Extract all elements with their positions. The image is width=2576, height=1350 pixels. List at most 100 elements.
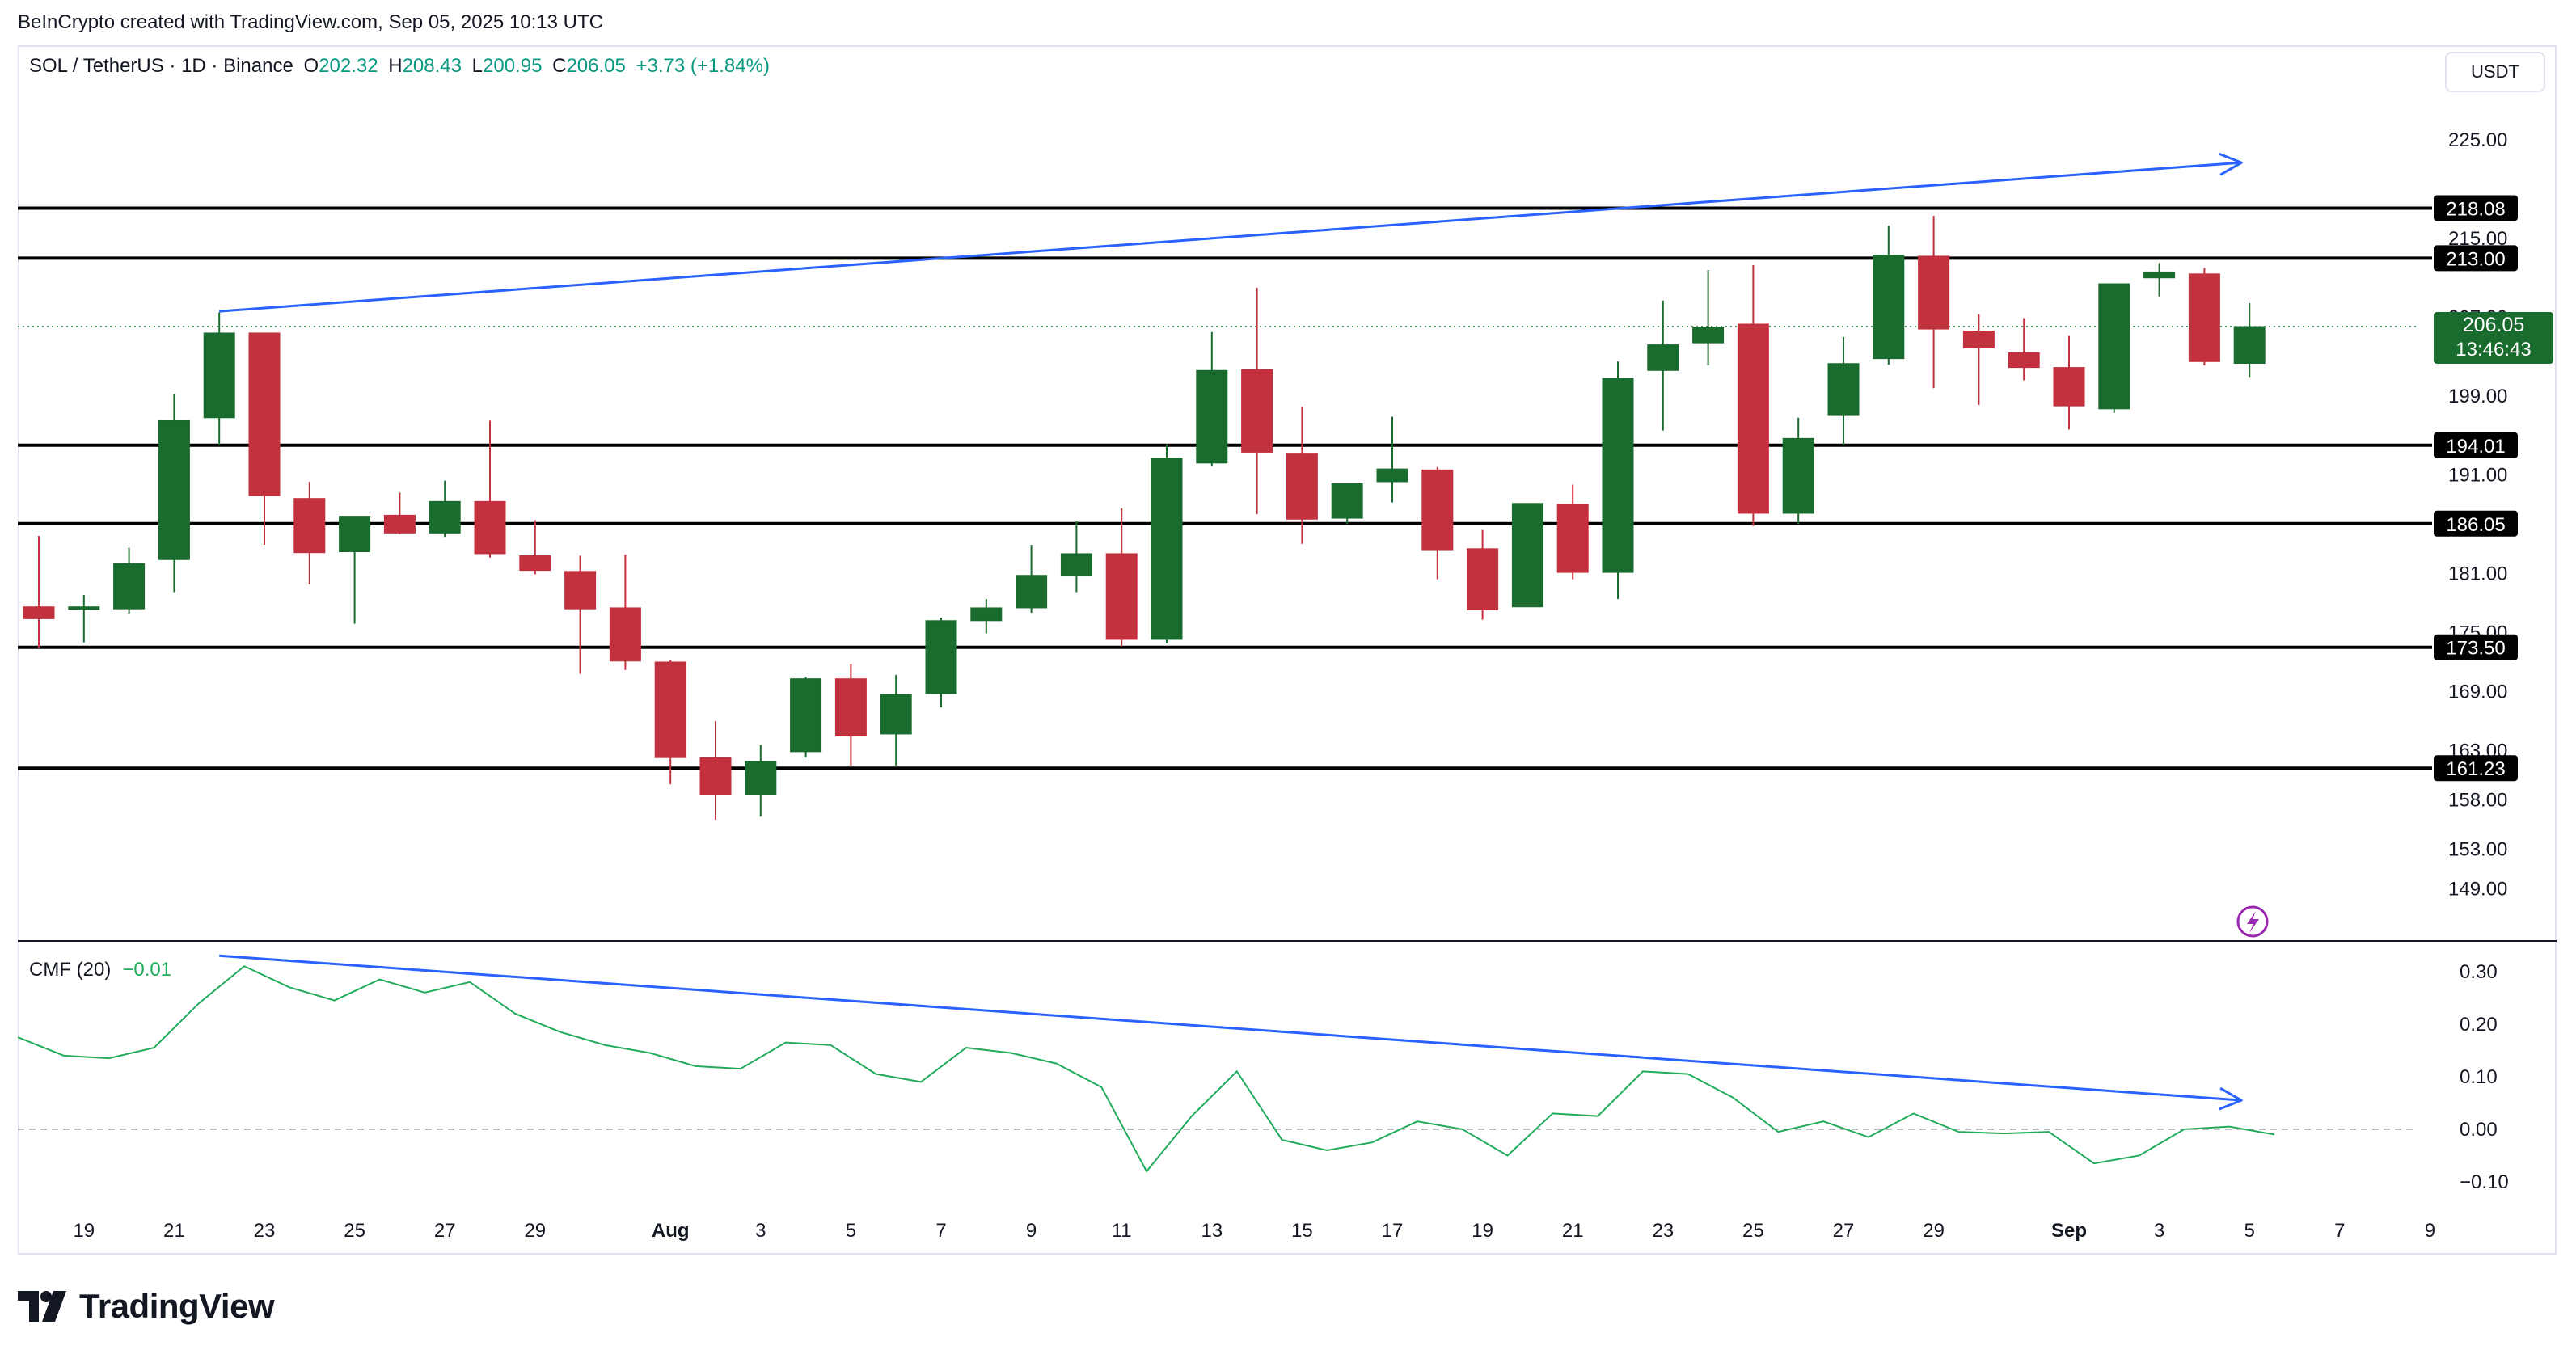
candle-body <box>1286 453 1318 520</box>
candle-body <box>1196 369 1228 464</box>
price-trendline[interactable] <box>219 161 2242 313</box>
candle-bearish[interactable] <box>474 420 506 558</box>
candle-bearish[interactable] <box>2053 335 2085 430</box>
cmf-line[interactable] <box>17 965 2275 1173</box>
x-axis-tick: 9 <box>2425 1220 2435 1242</box>
candle-bearish[interactable] <box>1241 287 1273 515</box>
candle-bullish[interactable] <box>1692 269 1725 366</box>
candle-bullish[interactable] <box>68 595 100 643</box>
candle-bullish[interactable] <box>1647 300 1679 431</box>
cmf-trendline-arrowhead <box>2218 1086 2243 1111</box>
candle-body <box>248 332 281 496</box>
symbol-legend: SOL / TetherUS · 1D · Binance O202.32 H2… <box>29 55 775 78</box>
x-axis-tick: 19 <box>1472 1220 1493 1242</box>
candle-bullish[interactable] <box>1782 417 1814 525</box>
candle-body <box>1105 553 1138 640</box>
candle-bearish[interactable] <box>834 664 867 766</box>
candle-bearish[interactable] <box>1286 407 1318 544</box>
lightning-icon[interactable] <box>2236 905 2269 938</box>
candle-bullish[interactable] <box>790 677 822 758</box>
candle-bearish[interactable] <box>2188 268 2220 366</box>
x-axis-tick: 3 <box>2154 1220 2164 1242</box>
candle-bearish[interactable] <box>293 481 326 584</box>
candle-bullish[interactable] <box>203 312 235 445</box>
candle-body <box>880 694 912 735</box>
candle-body <box>1060 553 1092 576</box>
close-label: C <box>552 55 567 77</box>
candle-body <box>1962 331 1995 348</box>
candle-bullish[interactable] <box>1873 226 1905 365</box>
candle-bullish[interactable] <box>2233 303 2266 378</box>
candle-body <box>519 555 551 572</box>
candle-bullish[interactable] <box>1331 483 1363 525</box>
candle-body <box>429 500 461 534</box>
candle-bearish[interactable] <box>383 492 416 534</box>
alert-icon-group[interactable] <box>2236 905 2269 938</box>
x-axis-tick: 19 <box>73 1220 95 1242</box>
candle-bullish[interactable] <box>2143 263 2176 297</box>
cmf-title[interactable]: CMF (20) <box>29 959 112 981</box>
candle-body <box>1873 255 1905 360</box>
candle-body <box>609 607 641 662</box>
candle-bullish[interactable] <box>1511 503 1543 608</box>
candle-bullish[interactable] <box>1016 544 1048 614</box>
candle-bearish[interactable] <box>1962 314 1995 405</box>
chart-frame <box>18 45 2557 1255</box>
candle-bearish[interactable] <box>564 555 597 674</box>
candle-bearish[interactable] <box>1421 466 1454 580</box>
candle-bullish[interactable] <box>1151 444 1183 643</box>
x-axis-tick: 23 <box>254 1220 276 1242</box>
candle-bearish[interactable] <box>2008 318 2040 381</box>
candle-bullish[interactable] <box>970 598 1003 634</box>
candle-bullish[interactable] <box>925 618 957 708</box>
level-badge-label: 186.05 <box>2446 514 2505 536</box>
countdown-label: 13:46:43 <box>2456 339 2531 361</box>
candle-bullish[interactable] <box>1376 416 1408 503</box>
candle-bearish[interactable] <box>1918 215 1950 389</box>
candle-body <box>745 761 777 795</box>
candle-bullish[interactable] <box>1060 521 1092 593</box>
candle-bullish[interactable] <box>2098 283 2130 413</box>
cmf-trendline[interactable] <box>219 954 2242 1102</box>
candle-bullish[interactable] <box>1827 336 1860 445</box>
candle-bullish[interactable] <box>1602 361 1634 599</box>
candle-bearish[interactable] <box>23 535 55 648</box>
candle-bearish[interactable] <box>1556 484 1589 580</box>
candle-bearish[interactable] <box>1737 264 1769 526</box>
candle-bullish[interactable] <box>429 480 461 538</box>
price-axis-tick: 181.00 <box>2448 563 2507 584</box>
level-badge-label: 213.00 <box>2446 248 2505 270</box>
candle-body <box>2233 326 2266 364</box>
tradingview-logo[interactable]: TradingView <box>18 1282 275 1331</box>
candle-bullish[interactable] <box>880 674 912 766</box>
candle-body <box>2098 283 2130 410</box>
candle-bullish[interactable] <box>1196 331 1228 466</box>
attribution-text: BeInCrypto created with TradingView.com,… <box>18 11 603 33</box>
candle-bullish[interactable] <box>113 547 146 614</box>
price-axis-tick: 149.00 <box>2448 878 2507 900</box>
cmf-value: −0.01 <box>122 959 172 981</box>
candle-bearish[interactable] <box>1467 529 1499 620</box>
candle-bearish[interactable] <box>654 660 686 785</box>
symbol-title[interactable]: SOL / TetherUS · 1D · Binance <box>29 55 293 77</box>
level-badge <box>2434 245 2518 272</box>
candle-bullish[interactable] <box>158 394 190 593</box>
candle-body <box>1421 469 1454 551</box>
x-axis-tick: 23 <box>1652 1220 1674 1242</box>
currency-button[interactable]: USDT <box>2445 52 2545 92</box>
chart-canvas[interactable]: 225.00215.00207.00199.00191.00181.00175.… <box>0 0 2576 1255</box>
candle-body <box>1782 437 1814 514</box>
candle-body <box>1827 363 1860 416</box>
x-axis-tick: Sep <box>2051 1220 2087 1242</box>
candle-bearish[interactable] <box>1105 508 1138 647</box>
x-axis-tick: 29 <box>524 1220 546 1242</box>
candle-bearish[interactable] <box>519 520 551 575</box>
candle-bearish[interactable] <box>248 332 281 545</box>
candle-body <box>2053 367 2085 407</box>
candle-bullish[interactable] <box>339 516 371 624</box>
candle-body <box>1556 504 1589 573</box>
candle-bearish[interactable] <box>609 555 641 670</box>
cmf-axis-tick: 0.10 <box>2460 1066 2498 1088</box>
candle-bearish[interactable] <box>699 721 732 820</box>
candle-bullish[interactable] <box>745 745 777 817</box>
